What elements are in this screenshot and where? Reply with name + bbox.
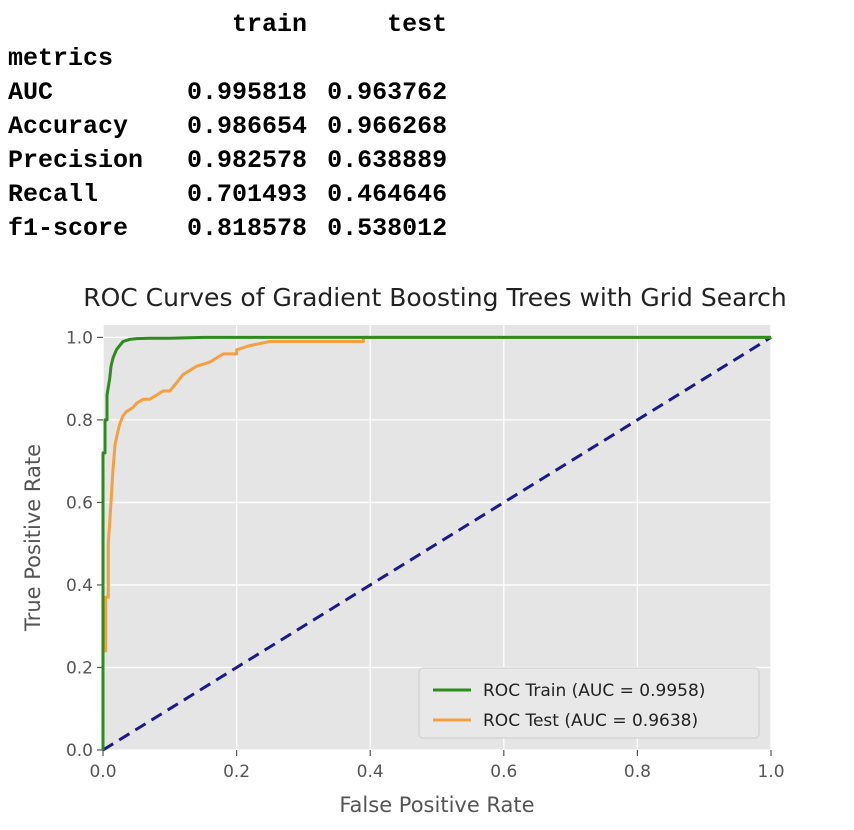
y-tick-label: 0.4 (66, 576, 93, 596)
roc-test-line (101, 335, 771, 709)
chart-title: ROC Curves of Gradient Boosting Trees wi… (83, 283, 787, 312)
index-label: metrics (8, 44, 114, 73)
metric-name: Precision (8, 146, 144, 175)
column-header-test: test (387, 10, 448, 39)
x-tick-label: 0.4 (357, 762, 384, 782)
metric-name: f1-score (8, 214, 129, 243)
test-value: 0.538012 (327, 214, 448, 243)
axis-ticks: 0.0 0.2 0.4 0.6 0.8 1.0 0.0 0.2 0.4 0.6 0.8 1.0 (66, 328, 785, 782)
legend: ROC Train (AUC = 0.9958) ROC Test (AUC =… (418, 667, 760, 739)
x-tick-label: 0.6 (490, 762, 517, 782)
roc-chart: ROC Curves of Gradient Boosting Trees wi… (21, 283, 787, 817)
y-tick-label: 0.2 (66, 658, 93, 678)
y-tick-label: 0.0 (66, 741, 93, 761)
metric-name: Accuracy (8, 112, 129, 141)
metrics-header-row: train test (8, 8, 447, 42)
x-tick-label: 0.2 (223, 762, 250, 782)
x-tick-label: 1.0 (757, 762, 784, 782)
x-tick-label: 0.8 (624, 762, 651, 782)
test-value: 0.464646 (327, 180, 448, 209)
test-value: 0.963762 (327, 78, 448, 107)
index-header-blank (8, 8, 167, 42)
test-value: 0.638889 (327, 146, 448, 175)
legend-label-train: ROC Train (AUC = 0.9958) (483, 681, 705, 701)
table-row: Accuracy 0.986654 0.966268 (8, 110, 447, 144)
train-value: 0.982578 (187, 146, 308, 175)
metric-name: AUC (8, 78, 54, 107)
table-row: Precision 0.982578 0.638889 (8, 144, 447, 178)
table-row: Recall 0.701493 0.464646 (8, 178, 447, 212)
y-axis-label: True Positive Rate (21, 444, 45, 632)
table-row: AUC 0.995818 0.963762 (8, 76, 447, 110)
x-axis-label: False Positive Rate (339, 793, 534, 817)
test-value: 0.966268 (327, 112, 448, 141)
roc-train-line (101, 335, 771, 750)
train-value: 0.818578 (187, 214, 308, 243)
metrics-index-row: metrics (8, 42, 447, 76)
metric-name: Recall (8, 180, 99, 209)
train-value: 0.986654 (187, 112, 308, 141)
chance-diagonal-line (102, 336, 772, 752)
y-tick-label: 1.0 (66, 328, 93, 348)
y-tick-label: 0.6 (66, 493, 93, 513)
metrics-table: train test metrics AUC 0.995818 0.963762… (8, 8, 447, 246)
train-value: 0.701493 (187, 180, 308, 209)
table-row: f1-score 0.818578 0.538012 (8, 212, 447, 246)
series-lines (101, 335, 772, 752)
x-tick-label: 0.0 (89, 762, 116, 782)
column-header-train: train (232, 10, 308, 39)
grid-lines (102, 325, 772, 751)
legend-box (418, 667, 760, 739)
legend-label-test: ROC Test (AUC = 0.9638) (483, 711, 698, 731)
y-tick-label: 0.8 (66, 411, 93, 431)
train-value: 0.995818 (187, 78, 308, 107)
